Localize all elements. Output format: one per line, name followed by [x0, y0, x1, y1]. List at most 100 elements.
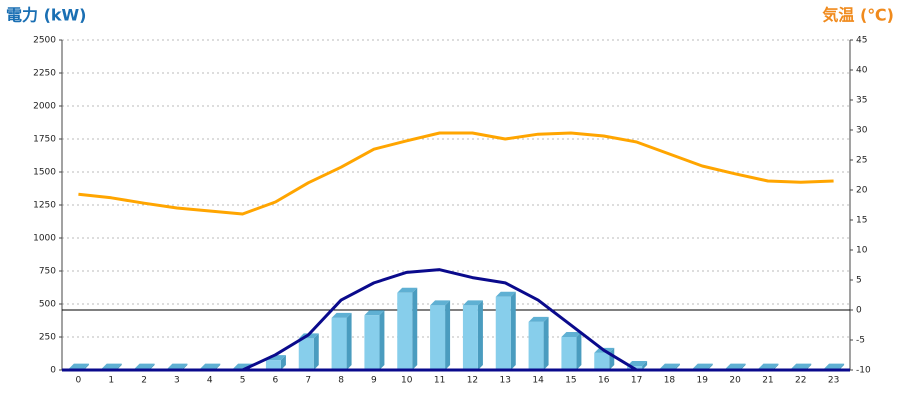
- y-tick-label: 1500: [33, 168, 56, 178]
- bar-top: [331, 312, 352, 318]
- x-tick-label: 19: [697, 376, 709, 386]
- y2-tick-label: -5: [856, 336, 865, 346]
- x-tick-label: 21: [762, 376, 773, 386]
- bar-top: [692, 363, 713, 369]
- y2-tick-label: 25: [856, 156, 867, 166]
- y-tick-label: 250: [39, 333, 56, 343]
- y2-tick-label: 45: [856, 36, 867, 46]
- right-axis-title: 気温 (℃): [822, 6, 894, 25]
- bar: [561, 337, 577, 370]
- bar-side: [445, 300, 451, 370]
- bar-top: [791, 363, 812, 369]
- x-tick-label: 22: [795, 376, 806, 386]
- y2-tick-label: 35: [856, 96, 867, 106]
- bar-top: [627, 361, 648, 367]
- x-tick-label: 1: [108, 376, 114, 386]
- bar-top: [561, 332, 582, 337]
- bar: [397, 292, 413, 370]
- bar-top: [528, 316, 549, 322]
- bar-top: [364, 310, 385, 316]
- bar: [298, 338, 314, 370]
- x-tick-label: 20: [729, 376, 741, 386]
- bar-side: [740, 363, 746, 370]
- bar: [462, 305, 478, 370]
- left-axis-title: 電力 (kW): [6, 6, 87, 25]
- bar-side: [806, 363, 812, 370]
- line: [78, 268, 834, 372]
- y2-tick-label: 40: [856, 66, 868, 76]
- y-tick-label: 2250: [33, 69, 56, 79]
- bar-side: [773, 363, 779, 370]
- x-tick-label: 5: [240, 376, 246, 386]
- bar-side: [149, 363, 155, 370]
- x-tick-label: 12: [467, 376, 478, 386]
- bar-top: [68, 363, 89, 369]
- x-tick-label: 6: [273, 376, 279, 386]
- y-tick-label: 2000: [33, 102, 56, 112]
- bar-side: [642, 361, 648, 370]
- y2-tick-label: 20: [856, 186, 868, 196]
- y-tick-label: 1250: [33, 201, 56, 211]
- bar-side: [116, 363, 122, 370]
- x-tick-label: 9: [371, 376, 377, 386]
- y-tick-label: 750: [39, 267, 56, 277]
- bar-top: [101, 363, 122, 369]
- x-tick-label: 2: [141, 376, 147, 386]
- x-tick-label: 23: [828, 376, 839, 386]
- bar: [594, 352, 610, 370]
- bar-side: [83, 363, 89, 370]
- bar: [528, 321, 544, 370]
- x-tick-label: 14: [532, 376, 544, 386]
- bar-top: [495, 291, 516, 297]
- bar-top: [167, 363, 188, 369]
- bar-top: [725, 363, 746, 369]
- bar-side: [510, 291, 516, 370]
- bar-side: [674, 363, 680, 370]
- x-tick-label: 7: [305, 376, 311, 386]
- bar-top: [659, 363, 680, 369]
- y2-tick-label: 5: [856, 276, 862, 286]
- y2-tick-label: 0: [856, 306, 862, 316]
- x-tick-label: 18: [664, 376, 676, 386]
- bar-side: [379, 310, 385, 370]
- bar-top: [824, 363, 845, 369]
- bar-side: [215, 363, 221, 370]
- bar-side: [412, 287, 418, 370]
- x-tick-label: 10: [401, 376, 413, 386]
- y-tick-label: 500: [39, 300, 56, 310]
- bar: [364, 315, 380, 370]
- x-tick-label: 8: [338, 376, 344, 386]
- bar-side: [707, 363, 713, 370]
- bar-side: [280, 355, 286, 370]
- x-tick-label: 3: [174, 376, 180, 386]
- x-tick-label: 15: [565, 376, 576, 386]
- bar-top: [430, 300, 451, 306]
- bar: [331, 317, 347, 370]
- bar-side: [543, 316, 549, 370]
- bar: [430, 305, 446, 370]
- bar-top: [134, 363, 155, 369]
- y2-tick-label: 30: [856, 126, 868, 136]
- x-tick-label: 0: [76, 376, 82, 386]
- y-tick-label: 0: [50, 366, 56, 376]
- bar-side: [576, 332, 582, 370]
- bar-top: [758, 363, 779, 369]
- y2-tick-label: 10: [856, 246, 868, 256]
- bar: [495, 296, 511, 370]
- bar-top: [397, 287, 418, 293]
- bar: [265, 360, 281, 370]
- line: [78, 131, 834, 216]
- bar-top: [200, 363, 221, 369]
- y-tick-label: 1750: [33, 135, 56, 145]
- bar-side: [313, 333, 319, 370]
- y-tick-label: 2500: [33, 36, 56, 46]
- y2-tick-label: 15: [856, 216, 867, 226]
- bar-side: [477, 300, 483, 370]
- x-tick-label: 11: [434, 376, 445, 386]
- x-tick-label: 16: [598, 376, 610, 386]
- x-tick-label: 4: [207, 376, 213, 386]
- x-tick-label: 17: [631, 376, 642, 386]
- bar-side: [182, 363, 188, 370]
- y-tick-label: 1000: [33, 234, 56, 244]
- y2-tick-label: -10: [856, 366, 871, 376]
